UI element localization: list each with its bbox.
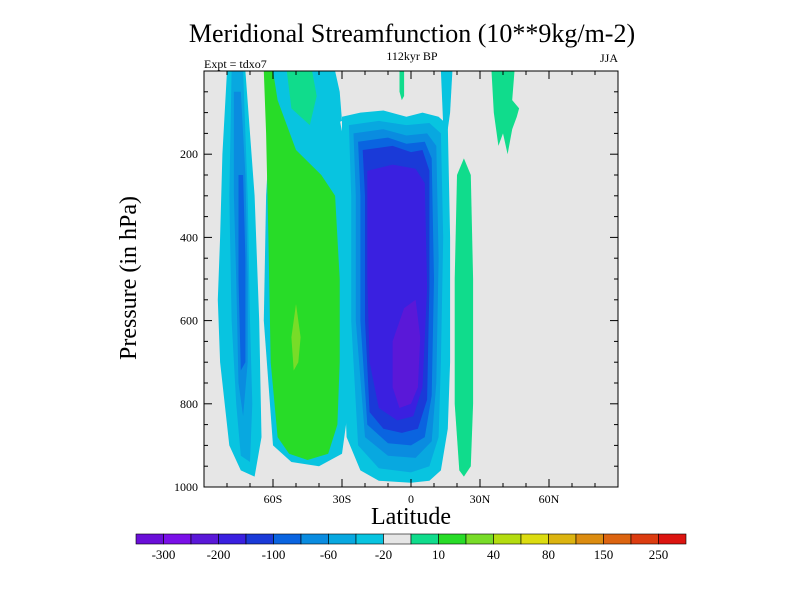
colorbar-label-8: 150 [594, 547, 614, 562]
x-axis-label: Latitude [371, 504, 451, 530]
colorbar-swatch-8 [355, 533, 384, 545]
colorbar-label-0: -300 [152, 547, 176, 562]
colorbar-swatch-17 [603, 533, 632, 545]
colorbar-swatch-9 [383, 533, 412, 545]
x-tick-label-4: 60N [539, 492, 560, 506]
chart-subtitle-right: JJA [600, 51, 618, 65]
colorbar-swatch-15 [548, 533, 577, 545]
colorbar-swatch-18 [630, 533, 659, 545]
axis-ticks: 60S 30S 0 30N 60N 200 400 600 800 1000 [174, 71, 618, 506]
chart-subtitle-left: Expt = tdxo7 [204, 57, 267, 71]
x-tick-label-0: 60S [264, 492, 283, 506]
y-axis-label: Pressure (in hPa) [116, 196, 142, 360]
contour-region-16 [440, 71, 453, 130]
colorbar-label-2: -100 [262, 547, 286, 562]
colorbar-label-9: 250 [649, 547, 669, 562]
colorbar-swatch-4 [245, 533, 274, 545]
contour-region-3 [238, 175, 246, 371]
colorbar-label-3: -60 [320, 547, 337, 562]
colorbar-swatch-14 [520, 533, 549, 545]
colorbar-swatch-1 [163, 533, 192, 545]
contour-region-8 [319, 71, 342, 126]
colorbar-swatch-11 [438, 533, 467, 545]
contour-fills [217, 71, 520, 483]
contour-region-5 [263, 71, 340, 460]
colorbar: -300 -200 -100 -60 -20 10 40 80 150 250 [135, 533, 687, 562]
chart-title: Meridional Streamfunction (10**9kg/m-2) [189, 19, 635, 48]
colorbar-label-7: 80 [542, 547, 555, 562]
chart-subtitle-center: 112kyr BP [386, 49, 438, 63]
colorbar-swatch-12 [465, 533, 494, 545]
x-tick-label-3: 30N [470, 492, 491, 506]
contour-region-18 [454, 158, 474, 477]
plot-area: 60S 30S 0 30N 60N 200 400 600 800 1000 [174, 70, 619, 506]
contour-region-17 [399, 71, 405, 101]
colorbar-swatch-0 [135, 533, 164, 545]
colorbar-swatch-13 [493, 533, 522, 545]
colorbar-swatch-2 [190, 533, 219, 545]
colorbar-swatch-7 [328, 533, 357, 545]
colorbar-label-5: 10 [432, 547, 445, 562]
y-tick-label-3: 800 [180, 397, 198, 411]
colorbar-label-4: -20 [375, 547, 392, 562]
colorbar-swatch-3 [218, 533, 247, 545]
colorbar-swatch-19 [658, 533, 687, 545]
y-tick-label-2: 600 [180, 314, 198, 328]
colorbar-swatch-5 [273, 533, 302, 545]
x-tick-label-2: 0 [408, 492, 414, 506]
contour-region-6 [286, 71, 317, 126]
contour-region-19 [491, 71, 520, 155]
colorbar-label-6: 40 [487, 547, 500, 562]
y-tick-label-4: 1000 [174, 480, 198, 494]
colorbar-swatch-16 [575, 533, 604, 545]
contour-region-15 [392, 299, 421, 408]
y-tick-label-1: 400 [180, 230, 198, 244]
contour-region-7 [291, 304, 301, 371]
y-tick-label-0: 200 [180, 147, 198, 161]
colorbar-swatch-6 [300, 533, 329, 545]
colorbar-label-1: -200 [207, 547, 231, 562]
colorbar-swatch-10 [410, 533, 439, 545]
x-tick-label-1: 30S [333, 492, 352, 506]
